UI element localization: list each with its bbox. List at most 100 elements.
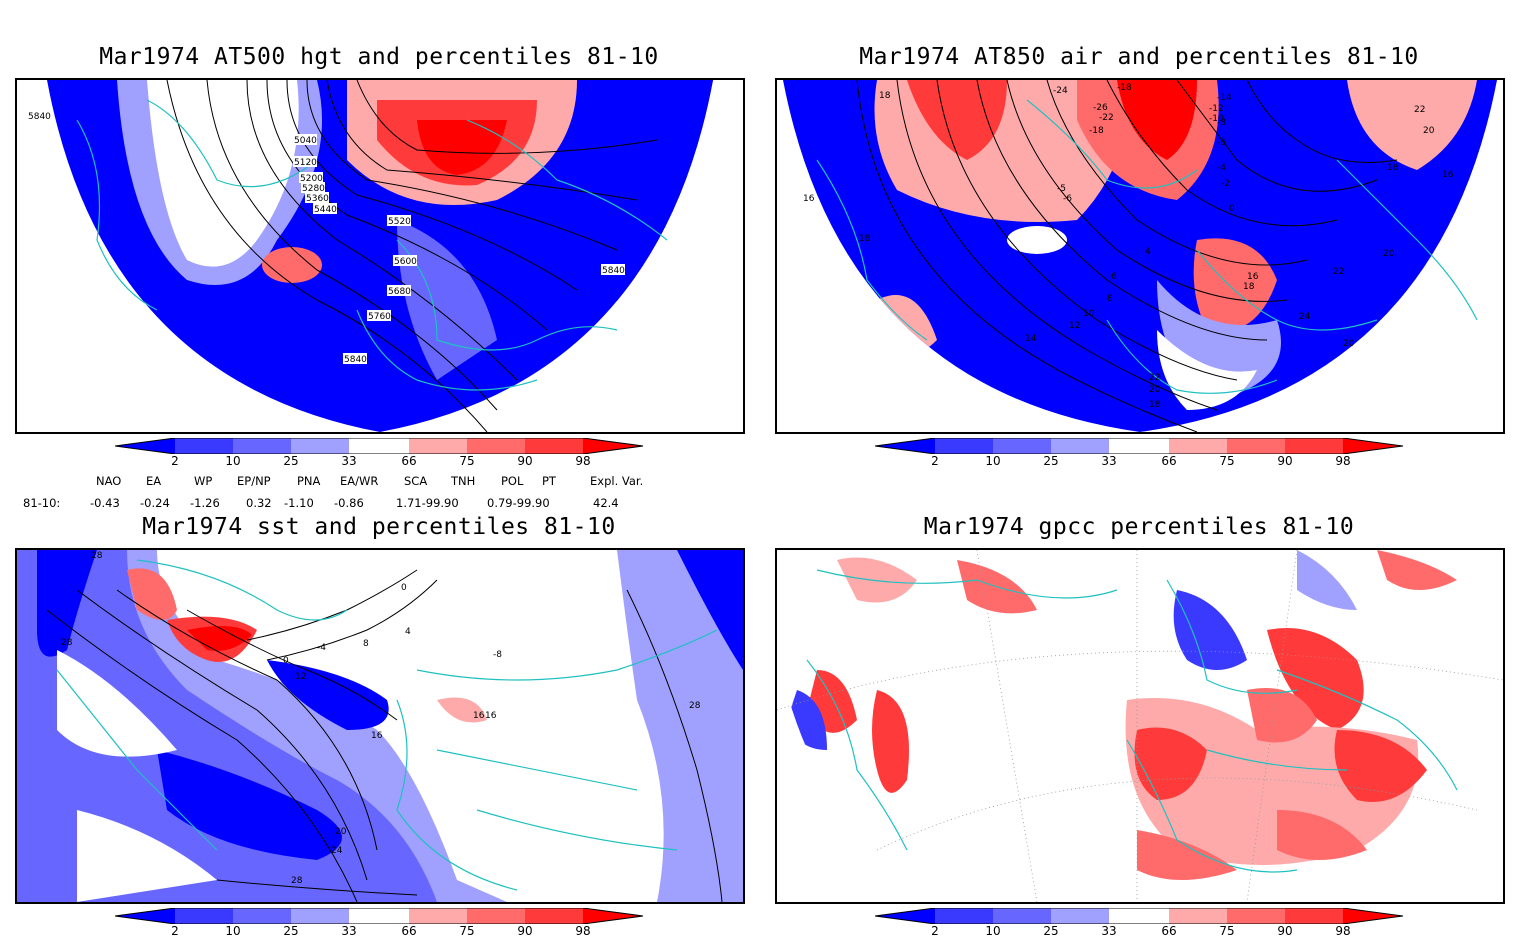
contour-label: -4 xyxy=(1217,163,1226,173)
colorbar-label: 33 xyxy=(1101,454,1117,468)
colorbar-label: 66 xyxy=(1161,924,1177,938)
index-value-pol: 0.79-99.90 xyxy=(487,496,550,510)
contour-label: 28 xyxy=(61,638,73,648)
contour-label: 5280 xyxy=(302,184,325,194)
colorbar-label: 75 xyxy=(1219,924,1235,938)
contour-label: 16 xyxy=(1442,170,1454,180)
index-header-pt: PT xyxy=(542,474,556,488)
contour-label: 8 xyxy=(1107,294,1113,304)
colorbar-label: 90 xyxy=(1277,924,1293,938)
index-value-explvar: 42.4 xyxy=(593,496,619,510)
index-header-nao: NAO xyxy=(96,474,122,488)
contour-label: 5360 xyxy=(306,194,329,204)
index-header-pol: POL xyxy=(501,474,524,488)
contour-label: 20 xyxy=(1383,249,1395,259)
contour-label: 18 xyxy=(859,234,871,244)
colorbar-bottom-right: 2 10 25 33 66 75 90 98 xyxy=(874,907,1405,942)
panel-title-gpcc: Mar1974 gpcc percentiles 81-10 xyxy=(923,514,1355,540)
contour-label: 22 xyxy=(1333,267,1344,277)
index-header-tnh: TNH xyxy=(451,474,476,488)
contour-label: 4 xyxy=(1145,247,1151,257)
contour-label: 28 xyxy=(91,551,103,561)
index-value-sca: 1.71-99.90 xyxy=(396,496,459,510)
air850-coastlines xyxy=(816,99,1478,394)
contour-label: 5840 xyxy=(344,355,367,365)
colorbar-label: 90 xyxy=(1277,454,1293,468)
colorbar-label: 2 xyxy=(931,924,939,938)
colorbar-label: 10 xyxy=(225,924,241,938)
colorbar-swatches xyxy=(114,437,644,455)
sst-coastlines xyxy=(56,559,718,891)
contour-label: 5200 xyxy=(300,174,323,184)
contour-label: 0 xyxy=(283,656,289,666)
colorbar-label: 10 xyxy=(225,454,241,468)
hgt500-contours xyxy=(166,80,658,432)
contour-label: -8 xyxy=(1217,118,1226,128)
index-value-pna: -1.10 xyxy=(284,496,314,510)
contour-label: 12 xyxy=(1069,321,1080,331)
contour-label: 24 xyxy=(331,846,343,856)
hgt500-coastlines xyxy=(76,99,668,391)
contour-label: 20 xyxy=(1423,126,1435,136)
map-gpcc xyxy=(775,548,1505,904)
contour-label: 20 xyxy=(335,827,347,837)
contour-label: 18 xyxy=(879,91,891,101)
colorbar-label: 25 xyxy=(1043,454,1059,468)
contour-label: -24 xyxy=(1053,86,1068,96)
contour-label: 20 xyxy=(1149,385,1161,395)
index-header-pna: PNA xyxy=(297,474,321,488)
map-sst: 28 28 0 4 8 -4 0 12 16 16 16 20 24 28 28… xyxy=(15,548,745,904)
gpcc-shading xyxy=(777,550,1503,902)
colorbar-label: 90 xyxy=(517,924,533,938)
contour-label: 4 xyxy=(405,627,411,637)
map-air850: 18 -24 -18 -26 -22 -18 -14 -12 -10 -8 -6… xyxy=(775,78,1505,434)
contour-label: 5120 xyxy=(294,158,317,168)
contour-label: 0 xyxy=(401,583,407,593)
contour-label: -6 xyxy=(1217,138,1226,148)
contour-label: -18 xyxy=(1117,83,1132,93)
contour-label: 5840 xyxy=(602,266,625,276)
colorbar-label: 66 xyxy=(1161,454,1177,468)
contour-label: 22 xyxy=(1149,373,1160,383)
colorbar-label: 98 xyxy=(575,454,591,468)
colorbar-swatches xyxy=(114,907,644,925)
index-header-epnp: EP/NP xyxy=(237,474,271,488)
contour-label: 5520 xyxy=(388,217,411,227)
contour-label: -4 xyxy=(317,643,326,653)
sst-contour-labels: 28 28 0 4 8 -4 0 12 16 16 16 20 24 28 28… xyxy=(61,551,701,886)
colorbar-label: 98 xyxy=(1335,924,1351,938)
index-header-eawr: EA/WR xyxy=(340,474,379,488)
contour-label: -10 xyxy=(1209,114,1224,124)
colorbar-label: 33 xyxy=(341,924,357,938)
index-header-wp: WP xyxy=(194,474,213,488)
colorbar-bottom-left: 2 10 25 33 66 75 90 98 xyxy=(114,907,645,942)
colorbar-label: 2 xyxy=(171,454,179,468)
contour-label: -12 xyxy=(1209,104,1224,114)
contour-label: 5440 xyxy=(314,205,337,215)
contour-label: 16 xyxy=(803,194,815,204)
air850-contour-labels: 18 -24 -18 -26 -22 -18 -14 -12 -10 -8 -6… xyxy=(803,83,1454,410)
contour-label: -14 xyxy=(1217,93,1232,103)
sst-shading xyxy=(17,550,743,902)
contour-label: 0 xyxy=(1229,204,1235,214)
contour-label: 22 xyxy=(1414,105,1425,115)
teleconnection-indices: NAO EA WP EP/NP PNA EA/WR SCA TNH POL PT… xyxy=(0,474,760,514)
colorbar-top-left: 2 10 25 33 66 75 90 98 xyxy=(114,437,645,472)
colorbar-label: 66 xyxy=(401,924,417,938)
colorbar-swatches xyxy=(874,437,1404,455)
index-value-epnp: 0.32 xyxy=(246,496,272,510)
colorbar-label: 2 xyxy=(171,924,179,938)
index-value-ea: -0.24 xyxy=(140,496,170,510)
colorbar-label: 66 xyxy=(401,454,417,468)
contour-label: -6 xyxy=(1063,194,1072,204)
colorbar-label: 90 xyxy=(517,454,533,468)
contour-label: 20 xyxy=(1343,339,1355,349)
contour-label: 16 xyxy=(371,731,383,741)
contour-label: 5680 xyxy=(388,287,411,297)
colorbar-label: 33 xyxy=(1101,924,1117,938)
contour-label: -22 xyxy=(1099,113,1114,123)
colorbar-label: 25 xyxy=(283,924,299,938)
contour-label: 18 xyxy=(1243,282,1255,292)
contour-label: 5760 xyxy=(368,312,391,322)
colorbar-top-right: 2 10 25 33 66 75 90 98 xyxy=(874,437,1405,472)
